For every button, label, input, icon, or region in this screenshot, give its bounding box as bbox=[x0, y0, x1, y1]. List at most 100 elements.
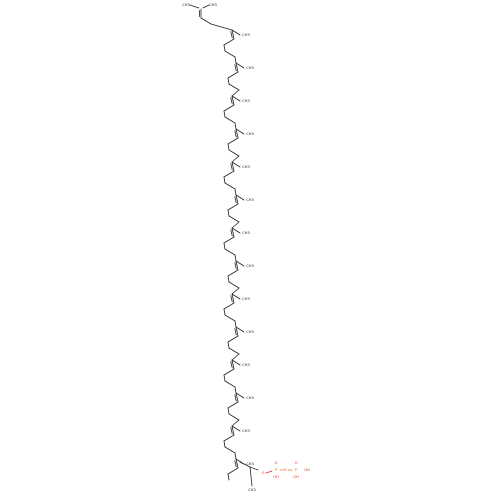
chain-bond bbox=[224, 182, 236, 190]
head-bond bbox=[202, 4, 210, 9]
methyl-bond bbox=[249, 466, 253, 487]
chain-bond bbox=[227, 407, 230, 415]
chain-bond bbox=[234, 452, 237, 460]
chain-double-bond-second bbox=[230, 31, 233, 39]
methyl-label: CH3 bbox=[246, 330, 254, 334]
phosphorus-label: P bbox=[295, 468, 298, 472]
chain-double-bond-second bbox=[234, 64, 237, 72]
chain-double-bond bbox=[231, 227, 235, 238]
chain-bond bbox=[227, 71, 239, 79]
methyl-label: CH3 bbox=[242, 363, 250, 367]
chain-double-bond bbox=[235, 260, 239, 271]
chain-double-bond-second bbox=[234, 196, 237, 204]
chain-bond bbox=[231, 221, 240, 229]
chain-bond bbox=[227, 269, 239, 277]
chain-bond bbox=[228, 83, 240, 91]
chain-double-bond-second bbox=[234, 328, 237, 336]
chain-bond bbox=[249, 466, 259, 471]
chain-bond bbox=[227, 143, 230, 151]
chain-bond bbox=[228, 215, 240, 223]
chain-bond bbox=[224, 116, 236, 124]
chain-double-bond-second bbox=[234, 130, 237, 138]
chain-bond bbox=[224, 380, 236, 388]
oxygen-label: O bbox=[262, 471, 265, 475]
methyl-label: CH3 bbox=[182, 3, 190, 7]
chain-bond bbox=[227, 137, 239, 145]
methyl-bond bbox=[235, 326, 245, 333]
chain-bond bbox=[231, 353, 240, 361]
chain-bond bbox=[223, 44, 226, 52]
chain-bond bbox=[224, 314, 236, 322]
chain-double-bond bbox=[235, 458, 239, 469]
methyl-label: CH3 bbox=[246, 132, 254, 136]
methyl-label: CH3 bbox=[242, 231, 250, 235]
chain-bond bbox=[224, 248, 236, 256]
atom-labels: CH3 CH3 CH3 CH3 CH3 CH3 CH3 CH3 CH3 CH3 CH3 CH3 CH3 C… bbox=[182, 3, 256, 492]
chain-bond bbox=[227, 77, 230, 85]
oxygen-label: O bbox=[295, 461, 298, 465]
methyl-bond bbox=[231, 227, 241, 234]
chain-bond bbox=[223, 110, 226, 118]
hydroxyl-label: OH bbox=[304, 468, 310, 472]
oxygen-label: O bbox=[284, 468, 287, 472]
chain-double-bond-second bbox=[230, 97, 233, 105]
chain-double-bond-second bbox=[234, 460, 237, 468]
methyl-bond bbox=[235, 260, 245, 267]
chain-bond bbox=[231, 89, 240, 97]
chain-bond bbox=[234, 386, 237, 394]
chain-bond bbox=[227, 401, 239, 409]
chain-double-bond-second bbox=[230, 163, 233, 171]
methyl-bond bbox=[231, 29, 241, 36]
methyl-bond bbox=[231, 293, 241, 300]
chain-double-bond bbox=[231, 293, 235, 304]
chain-bond bbox=[227, 335, 239, 343]
chain-double-bond bbox=[231, 359, 235, 370]
chain-double-bond bbox=[235, 62, 239, 73]
methyl-label: CH3 bbox=[248, 488, 256, 492]
chain-bond bbox=[223, 236, 235, 244]
methyl-label: CH3 bbox=[246, 462, 254, 466]
chain-bond bbox=[223, 374, 226, 382]
chain-double-bond-second bbox=[230, 361, 233, 369]
chain-bond bbox=[234, 254, 237, 262]
chain-double-bond-second bbox=[234, 262, 237, 270]
hydroxyl-label: OH bbox=[273, 475, 279, 479]
chain-bond bbox=[227, 341, 230, 349]
chain-bond bbox=[228, 347, 240, 355]
methyl-label: CH3 bbox=[246, 264, 254, 268]
chain-bond bbox=[223, 176, 226, 184]
methyl-label: CH3 bbox=[242, 165, 250, 169]
methyl-bond bbox=[235, 62, 245, 69]
chain-bond bbox=[200, 17, 212, 25]
chain-bond bbox=[223, 38, 235, 46]
chain-double-bond bbox=[231, 95, 235, 106]
chain-bond bbox=[231, 155, 240, 163]
head-bond bbox=[189, 4, 200, 9]
chain-bond bbox=[231, 287, 240, 295]
chain-double-bond bbox=[231, 161, 235, 172]
chain-bond bbox=[239, 461, 251, 468]
methyl-label: CH3 bbox=[242, 33, 250, 37]
chain-bond bbox=[228, 281, 240, 289]
chain-bond bbox=[227, 275, 230, 283]
methyl-bond bbox=[231, 161, 241, 168]
chain-double-bond bbox=[235, 392, 239, 403]
chain-bond bbox=[223, 242, 226, 250]
chain-double-bond bbox=[235, 326, 239, 337]
oxygen-label: O bbox=[275, 461, 278, 465]
chain-bond bbox=[224, 50, 236, 58]
chain-bond bbox=[227, 473, 230, 481]
chain-bond bbox=[223, 308, 226, 316]
chain-bond bbox=[224, 446, 236, 454]
chain-bond bbox=[234, 122, 237, 130]
chain-bond bbox=[228, 149, 240, 157]
chain-bond bbox=[231, 419, 240, 427]
chain-double-bond-second bbox=[234, 394, 237, 402]
chain-bond bbox=[234, 320, 237, 328]
methyl-label: CH3 bbox=[242, 429, 250, 433]
chain-bond bbox=[228, 413, 240, 421]
chain-bond bbox=[227, 209, 230, 217]
methyl-bond bbox=[235, 392, 245, 399]
